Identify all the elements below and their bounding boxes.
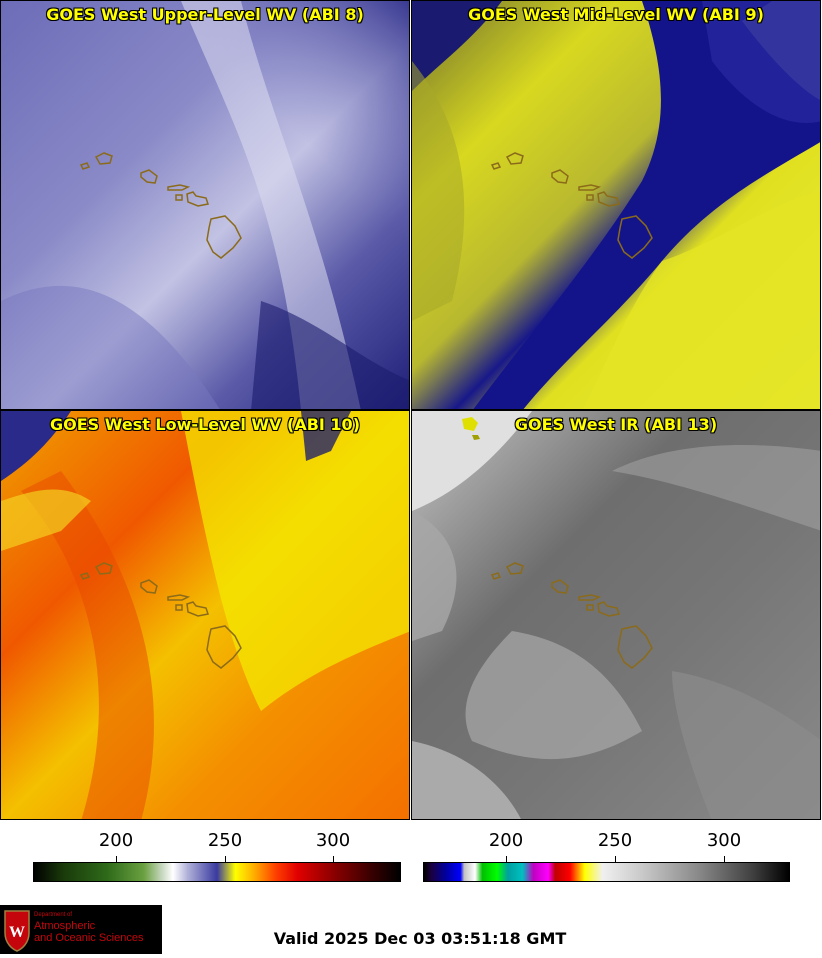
ir-colorbar — [423, 862, 790, 882]
svg-text:W: W — [9, 924, 25, 941]
upper-level-wv-panel: GOES West Upper-Level WV (ABI 8) — [0, 0, 410, 410]
logo-line-3: and Oceanic Sciences — [34, 932, 144, 944]
low-level-wv-panel: GOES West Low-Level WV (ABI 10) — [0, 410, 410, 820]
logo-line-2: Atmospheric — [34, 920, 96, 932]
colorbar-tick — [116, 856, 117, 862]
colorbar-tick-label: 250 — [597, 830, 633, 851]
aos-logo: W Department of Atmospheric and Oceanic … — [0, 905, 162, 954]
colorbar-tick — [724, 856, 725, 862]
water-vapor-colorbar — [33, 862, 401, 882]
hawaii-coastline — [490, 152, 653, 259]
ir-panel: GOES West IR (ABI 13) — [411, 410, 821, 820]
colorbar-tick-label: 250 — [207, 830, 243, 851]
mid-level-wv-panel: GOES West Mid-Level WV (ABI 9) — [411, 0, 821, 410]
colorbar-tick — [506, 856, 507, 862]
hawaii-coastline — [79, 562, 242, 669]
uw-crest-icon: W — [4, 910, 30, 952]
panel-title: GOES West Low-Level WV (ABI 10) — [49, 415, 360, 434]
colorbar-tick — [225, 856, 226, 862]
colorbar-tick-label: 300 — [315, 830, 351, 851]
panel-title: GOES West Mid-Level WV (ABI 9) — [468, 5, 764, 24]
colorbar-tick-label: 200 — [98, 830, 134, 851]
panel-title: GOES West Upper-Level WV (ABI 8) — [46, 5, 364, 24]
logo-line-1: Department of — [34, 912, 73, 918]
colorbar-tick-label: 300 — [706, 830, 742, 851]
panel-title: GOES West IR (ABI 13) — [514, 415, 718, 434]
colorbar-tick-label: 200 — [488, 830, 524, 851]
colorbar-tick — [615, 856, 616, 862]
hawaii-coastline — [79, 152, 242, 259]
valid-time-label: Valid 2025 Dec 03 03:51:18 GMT — [273, 929, 567, 948]
hawaii-coastline — [490, 562, 653, 669]
colorbar-tick — [333, 856, 334, 862]
